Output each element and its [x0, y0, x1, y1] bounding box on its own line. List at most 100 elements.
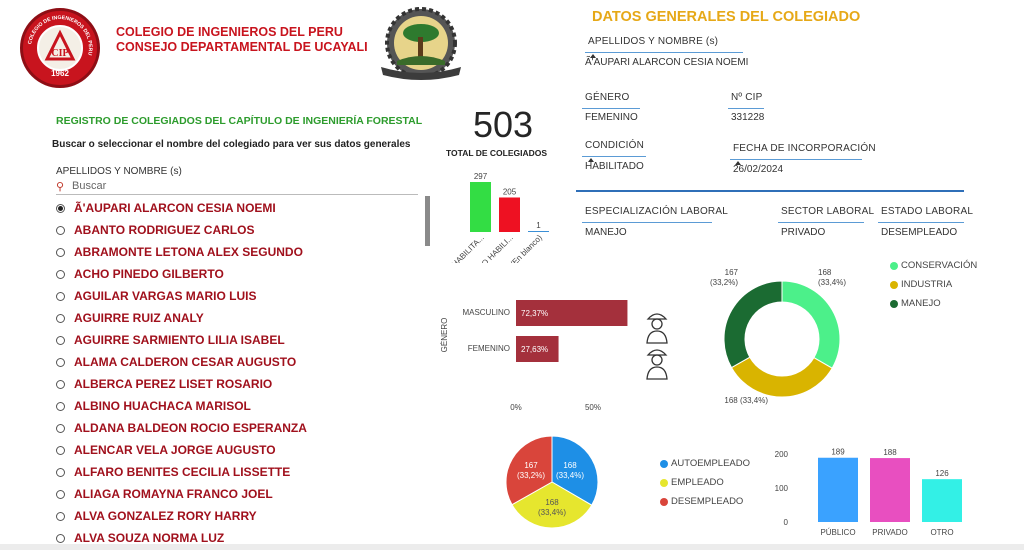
- legend-item[interactable]: DESEMPLEADO: [660, 496, 743, 507]
- list-item[interactable]: ACHO PINEDO GILBERTO: [56, 263, 224, 285]
- legend-label: AUTOEMPLEADO: [671, 458, 751, 469]
- date-label: FECHA DE INCORPORACIÓN: [733, 143, 876, 154]
- list-item-name: ALVA GONZALEZ RORY HARRY: [74, 509, 257, 523]
- gender-category-label: FEMENINO: [468, 344, 510, 353]
- gender-category-label: MASCULINO: [462, 308, 510, 317]
- employment-pie-chart: 168(33,4%)168(33,4%)167(33,2%): [505, 435, 599, 529]
- sector-bar-chart: 0 100 200 189 PÚBLICO 188 PRIVADO 126 OTRO: [775, 448, 962, 537]
- list-item[interactable]: ABANTO RODRIGUEZ CARLOS: [56, 219, 254, 241]
- list-item[interactable]: ALDANA BALDEON ROCIO ESPERANZA: [56, 417, 307, 439]
- name-label: APELLIDOS Y NOMBRE (s): [588, 36, 719, 47]
- specialization-data-label: (33,4%): [818, 278, 846, 287]
- list-item[interactable]: ALBERCA PEREZ LISET ROSARIO: [56, 373, 272, 395]
- legend-item[interactable]: AUTOEMPLEADO: [660, 458, 750, 469]
- gender-underline: [582, 108, 640, 109]
- list-item[interactable]: ALBINO HUACHACA MARISOL: [56, 395, 251, 417]
- specialization-data-label: 168: [818, 268, 832, 277]
- sector-tick-label: 200: [775, 450, 789, 459]
- specialization-slice[interactable]: [781, 280, 841, 369]
- search-input[interactable]: ⚲ Buscar: [56, 180, 418, 195]
- condition-bar[interactable]: [528, 231, 549, 232]
- radio-button[interactable]: [56, 247, 65, 257]
- list-item-name: ALAMA CALDERON CESAR AUGUSTO: [74, 355, 297, 369]
- sector-value: PRIVADO: [781, 227, 826, 238]
- legend-label: DESEMPLEADO: [671, 496, 744, 507]
- registry-instruction: Buscar o seleccionar el nombre del coleg…: [52, 139, 411, 150]
- radio-button[interactable]: [56, 467, 65, 477]
- list-item-name: Ã'AUPARI ALARCON CESIA NOEMI: [74, 201, 276, 215]
- spec-value: MANEJO: [585, 227, 627, 238]
- radio-button[interactable]: [56, 445, 65, 455]
- condition-bar[interactable]: [470, 182, 491, 232]
- total-label: TOTAL DE COLEGIADOS: [446, 148, 548, 158]
- employment-data-label: (33,4%): [538, 508, 566, 517]
- employment-slice[interactable]: [551, 435, 599, 506]
- radio-button[interactable]: [56, 269, 65, 279]
- sector-category-label: PÚBLICO: [820, 528, 855, 537]
- specialization-slice[interactable]: [730, 356, 833, 398]
- radio-button[interactable]: [56, 423, 65, 433]
- details-title: DATOS GENERALES DEL COLEGIADO: [592, 9, 861, 25]
- cip-value: 331228: [731, 112, 765, 123]
- name-underline: [585, 52, 743, 53]
- total-count: 503: [472, 104, 534, 145]
- list-item[interactable]: Ã'AUPARI ALARCON CESIA NOEMI: [56, 197, 276, 219]
- legend-dot: [660, 459, 668, 468]
- sector-bar[interactable]: [818, 457, 858, 522]
- sector-bar[interactable]: [922, 479, 962, 522]
- gender-bar[interactable]: [516, 300, 628, 326]
- radio-button[interactable]: [56, 225, 65, 235]
- list-item[interactable]: ABRAMONTE LETONA ALEX SEGUNDO: [56, 241, 303, 263]
- sector-category-label: OTRO: [930, 528, 953, 537]
- radio-button[interactable]: [56, 401, 65, 411]
- radio-button[interactable]: [56, 511, 65, 521]
- radio-button[interactable]: [56, 203, 65, 213]
- status-label: ESTADO LABORAL: [881, 206, 974, 217]
- legend-item[interactable]: INDUSTRIA: [890, 279, 952, 290]
- sector-bar[interactable]: [870, 458, 910, 522]
- legend-dot: [660, 478, 668, 487]
- specialization-donut-chart: 168(33,4%) 168 (33,4%) 167(33,2%): [710, 268, 846, 405]
- sector-label: SECTOR LABORAL: [781, 206, 875, 217]
- employment-slice[interactable]: [505, 435, 553, 506]
- condition-value-label: 205: [503, 187, 517, 196]
- list-item[interactable]: ALVA SOUZA NORMA LUZ: [56, 527, 224, 549]
- logo-emblem: CIP: [37, 25, 83, 71]
- radio-button[interactable]: [56, 357, 65, 367]
- list-item[interactable]: AGUIRRE SARMIENTO LILIA ISABEL: [56, 329, 285, 351]
- sort-caret-icon: [588, 158, 594, 162]
- list-item-name: ACHO PINEDO GILBERTO: [74, 267, 224, 281]
- list-item[interactable]: ALAMA CALDERON CESAR AUGUSTO: [56, 351, 296, 373]
- radio-button[interactable]: [56, 533, 65, 543]
- condition-value-label: 1: [536, 221, 541, 230]
- logo-year: 1962: [51, 69, 69, 78]
- list-header: APELLIDOS Y NOMBRE (s): [56, 166, 182, 177]
- gender-bar[interactable]: [516, 336, 559, 362]
- bottom-scrollbar[interactable]: [0, 544, 1024, 550]
- list-item-name: AGUIRRE SARMIENTO LILIA ISABEL: [74, 333, 285, 347]
- legend-item[interactable]: EMPLEADO: [660, 477, 724, 488]
- condition-bar[interactable]: [499, 197, 520, 232]
- radio-button[interactable]: [56, 313, 65, 323]
- radio-button[interactable]: [56, 335, 65, 345]
- list-item[interactable]: ALIAGA ROMAYNA FRANCO JOEL: [56, 483, 273, 505]
- legend-item[interactable]: CONSERVACIÓN: [890, 260, 977, 271]
- list-scrollbar[interactable]: [425, 196, 430, 246]
- specialization-slice[interactable]: [723, 280, 783, 369]
- list-item-name: ALBINO HUACHACA MARISOL: [74, 399, 251, 413]
- legend-item[interactable]: MANEJO: [890, 298, 941, 309]
- legend-label: INDUSTRIA: [901, 279, 953, 290]
- radio-button[interactable]: [56, 489, 65, 499]
- list-item-name: ALFARO BENITES CECILIA LISSETTE: [74, 465, 291, 479]
- list-item-name: ABANTO RODRIGUEZ CARLOS: [74, 223, 255, 237]
- list-item[interactable]: AGUILAR VARGAS MARIO LUIS: [56, 285, 256, 307]
- radio-button[interactable]: [56, 379, 65, 389]
- list-item[interactable]: ALFARO BENITES CECILIA LISSETTE: [56, 461, 290, 483]
- radio-button[interactable]: [56, 291, 65, 301]
- list-item[interactable]: ALVA GONZALEZ RORY HARRY: [56, 505, 257, 527]
- list-item[interactable]: ALENCAR VELA JORGE AUGUSTO: [56, 439, 276, 461]
- list-item[interactable]: AGUIRRE RUIZ ANALY: [56, 307, 204, 329]
- specialization-data-label: 167: [725, 268, 739, 277]
